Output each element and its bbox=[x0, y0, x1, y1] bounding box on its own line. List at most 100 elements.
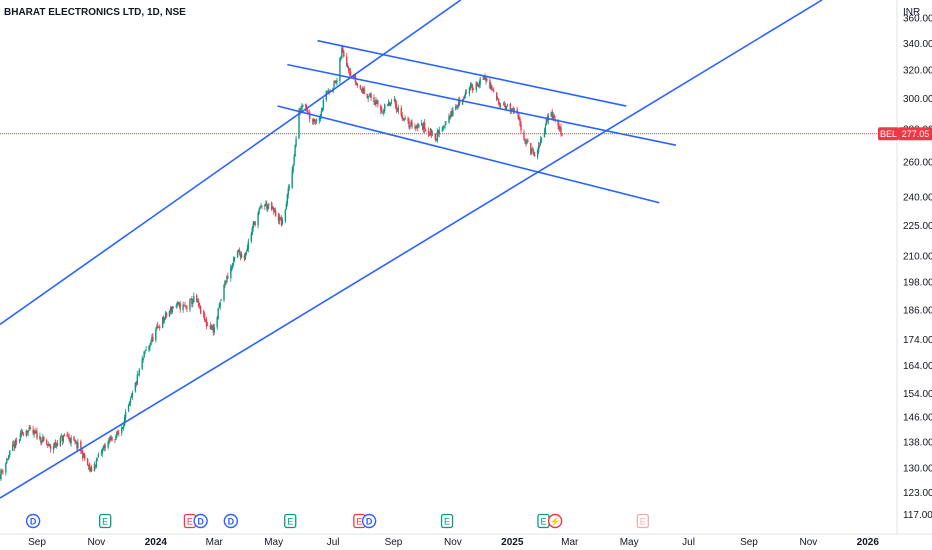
y-tick-label: 360.00 bbox=[903, 14, 932, 25]
candle-body bbox=[137, 374, 139, 376]
candle-body bbox=[382, 112, 384, 114]
candle-body bbox=[197, 301, 199, 303]
candle-body bbox=[54, 442, 57, 446]
candle-body bbox=[143, 351, 145, 358]
candle-body bbox=[217, 308, 219, 319]
candle-body bbox=[539, 139, 542, 145]
candle-body bbox=[465, 92, 468, 94]
candle-body bbox=[25, 430, 27, 436]
candle-body bbox=[293, 156, 295, 165]
candle-body bbox=[144, 351, 146, 353]
candle-body bbox=[49, 445, 52, 450]
candle-body bbox=[368, 94, 370, 96]
y-tick-label: 300.00 bbox=[903, 94, 932, 105]
candle-body bbox=[272, 207, 274, 210]
candle-body bbox=[315, 119, 318, 122]
candle-body bbox=[240, 254, 243, 258]
y-tick-label: 340.00 bbox=[903, 39, 932, 50]
candle-body bbox=[169, 308, 172, 313]
x-tick-label: May bbox=[620, 537, 639, 548]
y-tick-label: 130.00 bbox=[903, 464, 932, 475]
candle-body bbox=[469, 85, 472, 89]
candle-body bbox=[347, 67, 350, 71]
candle-body bbox=[267, 206, 269, 210]
dividend-event-icon bbox=[25, 513, 41, 529]
earnings-event-glyph: E bbox=[444, 517, 450, 527]
candle-body bbox=[117, 432, 119, 434]
y-tick-label: 123.00 bbox=[903, 488, 932, 499]
candle-body bbox=[21, 431, 24, 435]
candle-body bbox=[247, 241, 250, 249]
candle-body bbox=[457, 105, 459, 108]
candle-body bbox=[203, 314, 206, 320]
candle-body bbox=[356, 83, 359, 86]
candle-body bbox=[509, 103, 512, 111]
y-tick-label: 186.00 bbox=[903, 305, 932, 316]
candle-body bbox=[238, 249, 241, 254]
candle-body bbox=[252, 223, 254, 229]
candle-body bbox=[533, 154, 536, 157]
candle-body bbox=[73, 436, 75, 441]
candle-body bbox=[179, 303, 181, 310]
candle-body bbox=[288, 186, 290, 188]
candle-body bbox=[318, 118, 321, 121]
candle-body bbox=[341, 47, 343, 59]
candle-body bbox=[59, 437, 62, 447]
candle-body bbox=[298, 110, 300, 139]
candle-body bbox=[274, 210, 277, 217]
candle-body bbox=[176, 302, 178, 305]
candle-body bbox=[93, 464, 96, 472]
candle-body bbox=[523, 132, 525, 140]
candle-body bbox=[108, 438, 110, 443]
candle-body bbox=[257, 213, 259, 226]
candle-body bbox=[190, 299, 192, 300]
candle-body bbox=[107, 441, 109, 448]
candle-body bbox=[232, 263, 234, 268]
candle-body bbox=[387, 102, 390, 106]
candle-body bbox=[397, 107, 400, 112]
candle-body bbox=[170, 307, 173, 312]
candle-body bbox=[27, 430, 29, 433]
earnings-event-icon bbox=[99, 513, 112, 529]
candle-body bbox=[196, 295, 198, 303]
candle-body bbox=[265, 202, 267, 204]
candle-body bbox=[380, 105, 382, 111]
candle-body bbox=[28, 427, 30, 430]
candle-body bbox=[352, 75, 355, 79]
trendlines-layer[interactable] bbox=[0, 0, 823, 499]
candle-body bbox=[376, 100, 378, 102]
candle-body bbox=[6, 459, 8, 463]
candle-body bbox=[543, 132, 546, 138]
time-axis[interactable]: Sep Nov 2024 Mar May Jul Sep Nov 2025 Mar May Jul Se… bbox=[28, 537, 879, 548]
candle-body bbox=[388, 102, 391, 106]
candle-body bbox=[485, 78, 487, 81]
candle-body bbox=[389, 102, 392, 107]
candle-body bbox=[525, 140, 527, 143]
candle-body bbox=[36, 431, 38, 439]
candle-body bbox=[148, 345, 150, 351]
candle-body bbox=[458, 100, 460, 106]
candle-body bbox=[245, 252, 248, 255]
candle-body bbox=[82, 451, 84, 459]
candle-body bbox=[63, 434, 65, 437]
earnings-event-glyph: E bbox=[187, 517, 193, 527]
candle-body bbox=[479, 78, 481, 85]
candle-body bbox=[429, 128, 432, 135]
candle-body bbox=[307, 109, 309, 113]
candle-body bbox=[46, 440, 48, 445]
candle-body bbox=[497, 98, 500, 104]
candle-body bbox=[478, 84, 480, 87]
candle-body bbox=[292, 165, 294, 172]
dividend-event-icon bbox=[193, 513, 208, 529]
candle-body bbox=[136, 374, 139, 385]
dividend-event-icon bbox=[223, 513, 239, 529]
candle-body bbox=[74, 439, 76, 442]
candle-body bbox=[436, 131, 438, 142]
candle-body bbox=[40, 437, 42, 444]
candle-body bbox=[404, 117, 406, 120]
candle-body bbox=[349, 71, 352, 76]
candle-body bbox=[123, 416, 126, 426]
candle-body bbox=[305, 103, 307, 108]
split-event-glyph: ⚡ bbox=[550, 516, 561, 528]
